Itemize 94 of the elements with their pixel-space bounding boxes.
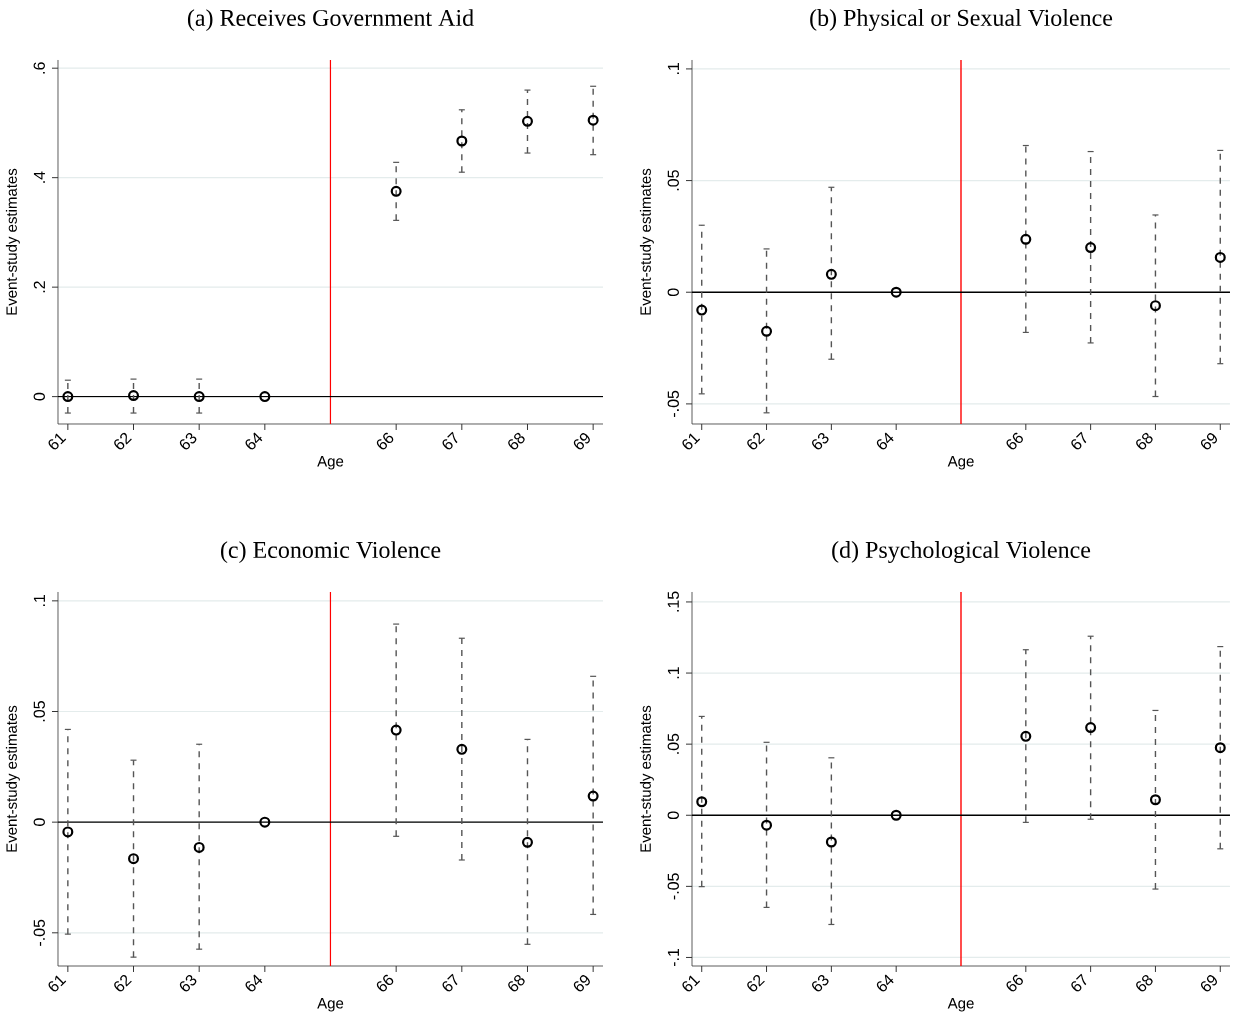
y-tick-label: .1 <box>667 63 679 75</box>
y-axis-title: Event-study estimates <box>639 168 654 315</box>
point <box>193 841 205 853</box>
point <box>1214 251 1226 263</box>
x-tick-label: 66 <box>1006 974 1023 992</box>
y-tick-label: .05 <box>667 170 679 191</box>
x-tick-label: 64 <box>876 432 894 450</box>
y-tick-label: -.05 <box>667 390 679 417</box>
y-tick-label: 0 <box>33 818 45 826</box>
y-tick-label: .6 <box>33 62 45 74</box>
x-tick-label: 67 <box>1071 431 1087 450</box>
x-tick-label: 68 <box>508 432 525 450</box>
point <box>521 836 533 848</box>
x-tick-label: 68 <box>1136 974 1153 992</box>
x-tick-label: 69 <box>1200 433 1217 450</box>
y-tick-label: .2 <box>33 281 45 293</box>
x-tick-label: 64 <box>876 974 894 992</box>
x-axis-title: Age <box>947 998 974 1012</box>
point <box>587 114 599 126</box>
point <box>259 816 271 828</box>
point <box>1214 742 1226 754</box>
point <box>696 796 708 808</box>
point <box>128 853 140 865</box>
point <box>456 135 468 147</box>
point <box>521 115 533 127</box>
point <box>1085 722 1097 734</box>
y-tick-label: .15 <box>667 591 679 612</box>
y-tick-label: -.05 <box>667 873 679 900</box>
point <box>1020 233 1032 245</box>
x-tick-label: 61 <box>682 975 701 992</box>
y-axis-title: Event-study estimates <box>5 168 20 315</box>
y-tick-label: .1 <box>33 594 45 607</box>
point <box>390 724 402 736</box>
x-tick-label: 64 <box>245 974 263 992</box>
x-tick-label: 62 <box>114 432 132 450</box>
y-axis-title: Event-study estimates <box>5 705 20 852</box>
y-tick-label: .05 <box>667 733 679 754</box>
x-tick-label: 69 <box>573 433 590 450</box>
point <box>456 743 468 755</box>
point <box>761 325 773 337</box>
x-tick-label: 61 <box>682 433 701 450</box>
chart-title: (a) Receives Government Aid <box>187 9 474 31</box>
x-tick-label: 66 <box>376 432 394 450</box>
point <box>761 819 773 831</box>
x-axis-title: Age <box>317 998 344 1012</box>
x-tick-label: 67 <box>442 431 458 450</box>
chart-title: (d) Psychological Violence <box>832 541 1091 563</box>
x-tick-label: 62 <box>747 432 765 450</box>
x-tick-label: 69 <box>1200 975 1217 992</box>
x-tick-label: 67 <box>1071 973 1087 992</box>
chart-title: (b) Physical or Sexual Violence <box>810 9 1113 31</box>
point <box>259 391 271 403</box>
point <box>696 304 708 316</box>
point <box>128 390 140 402</box>
point <box>587 790 599 802</box>
x-axis-title: Age <box>947 456 974 470</box>
x-tick-label: 68 <box>1136 432 1153 450</box>
x-tick-label: 63 <box>179 974 197 992</box>
y-tick-label: 0 <box>667 811 679 820</box>
y-tick-label: 0 <box>33 392 45 401</box>
point <box>1020 730 1032 742</box>
x-tick-label: 61 <box>48 975 67 992</box>
x-tick-label: 61 <box>48 433 67 450</box>
point <box>193 391 205 403</box>
x-axis-title: Age <box>317 456 344 470</box>
point <box>825 268 837 280</box>
x-tick-label: 66 <box>376 974 394 992</box>
x-tick-label: 68 <box>508 974 525 992</box>
x-tick-label: 66 <box>1006 432 1023 450</box>
x-tick-label: 62 <box>114 974 132 992</box>
chart-title: (c) Economic Violence <box>221 541 441 563</box>
y-tick-label: .1 <box>667 667 679 679</box>
y-axis-title: Event-study estimates <box>639 705 654 852</box>
point <box>62 826 74 838</box>
point <box>825 836 837 848</box>
y-tick-label: .4 <box>33 171 45 183</box>
point <box>1149 794 1161 806</box>
point <box>390 185 402 197</box>
y-tick-label: -.1 <box>667 948 679 967</box>
x-tick-label: 63 <box>179 432 197 450</box>
point <box>62 391 74 403</box>
point <box>890 809 902 821</box>
y-tick-label: -.05 <box>33 919 45 946</box>
x-tick-label: 67 <box>442 973 458 992</box>
x-tick-label: 63 <box>812 974 829 992</box>
point <box>1085 242 1097 254</box>
x-tick-label: 63 <box>812 432 829 450</box>
x-tick-label: 64 <box>245 432 263 450</box>
point <box>1149 300 1161 312</box>
point <box>890 286 902 298</box>
x-tick-label: 69 <box>573 975 590 992</box>
y-tick-label: 0 <box>667 288 679 297</box>
y-tick-label: .05 <box>33 701 45 722</box>
x-tick-label: 62 <box>747 974 765 992</box>
